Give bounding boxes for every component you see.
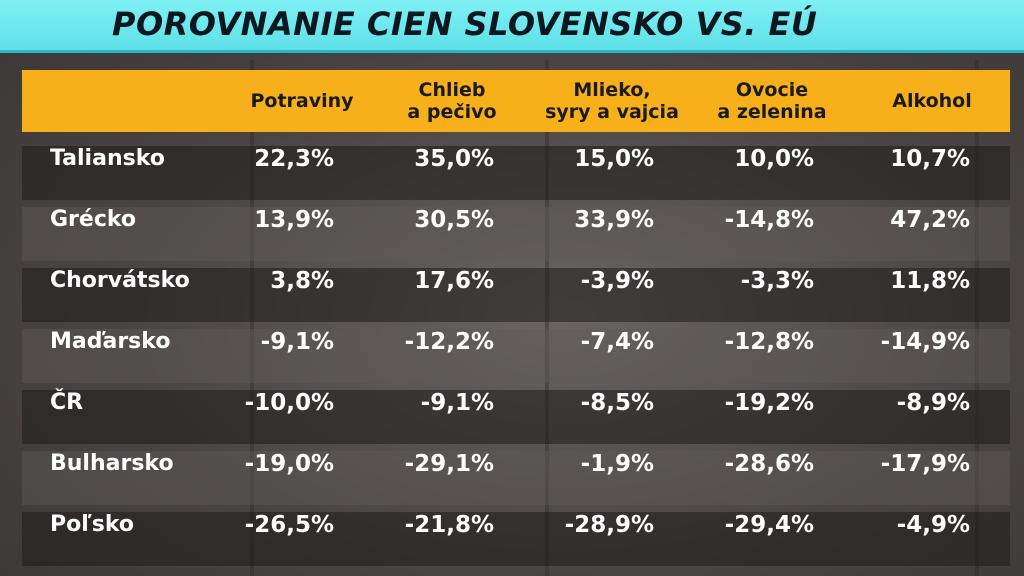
table-cell-value: -10,0%	[244, 390, 334, 416]
column-header-chlieb: Chlieb a pečivo	[392, 70, 512, 132]
row-country-label: Poľsko	[50, 512, 135, 537]
row-country-label: Chorvátsko	[50, 268, 190, 293]
row-country-label: Bulharsko	[50, 451, 174, 476]
chart-title: POROVNANIE CIEN SLOVENSKO VS. EÚ	[112, 5, 818, 43]
column-header-line: syry a vajcia	[545, 101, 679, 123]
row-country-label: Grécko	[50, 207, 137, 232]
table-cell-value: -14,8%	[724, 207, 814, 233]
table-cell-value: -7,4%	[580, 329, 654, 355]
table-cell-value: 33,9%	[574, 207, 654, 233]
table-cell-value: 22,3%	[254, 146, 334, 172]
table-cell-value: -3,3%	[740, 268, 814, 294]
column-header-alkohol: Alkohol	[872, 70, 992, 132]
column-header-line: Alkohol	[892, 90, 972, 112]
table-row: Maďarsko -9,1% -12,2% -7,4% -12,8% -14,9%	[22, 329, 1010, 383]
table-cell-value: -14,9%	[880, 329, 970, 355]
column-header-potraviny: Potraviny	[237, 70, 367, 132]
table-cell-value: -29,4%	[724, 512, 814, 538]
table-cell-value: -26,5%	[244, 512, 334, 538]
table-cell-value: -8,5%	[580, 390, 654, 416]
column-header-line: Potraviny	[250, 90, 354, 112]
column-header-line: Mlieko,	[573, 79, 651, 101]
table-header: Potraviny Chlieb a pečivo Mlieko, syry a…	[22, 70, 1010, 132]
table-cell-value: -29,1%	[404, 451, 494, 477]
table-cell-value: 11,8%	[890, 268, 970, 294]
column-header-line: Ovocie	[735, 79, 809, 101]
table-cell-value: 30,5%	[414, 207, 494, 233]
table-cell-value: -19,2%	[724, 390, 814, 416]
table-row: Grécko 13,9% 30,5% 33,9% -14,8% 47,2%	[22, 207, 1010, 261]
column-header-ovocie: Ovocie a zelenina	[702, 70, 842, 132]
column-header-mlieko: Mlieko, syry a vajcia	[532, 70, 692, 132]
column-header-line: a pečivo	[407, 101, 497, 123]
table-cell-value: -28,9%	[564, 512, 654, 538]
table-cell-value: 15,0%	[574, 146, 654, 172]
table-cell-value: -9,1%	[260, 329, 334, 355]
row-country-label: Taliansko	[50, 146, 165, 171]
table-cell-value: -3,9%	[580, 268, 654, 294]
column-header-line: a zelenina	[717, 101, 827, 123]
table-cell-value: -28,6%	[724, 451, 814, 477]
table-cell-value: -12,8%	[724, 329, 814, 355]
table-cell-value: 13,9%	[254, 207, 334, 233]
table-row: Taliansko 22,3% 35,0% 15,0% 10,0% 10,7%	[22, 146, 1010, 200]
table-cell-value: 17,6%	[414, 268, 494, 294]
table-cell-value: -21,8%	[404, 512, 494, 538]
table-cell-value: 35,0%	[414, 146, 494, 172]
table-row: Chorvátsko 3,8% 17,6% -3,9% -3,3% 11,8%	[22, 268, 1010, 322]
table-cell-value: 10,7%	[890, 146, 970, 172]
table-cell-value: -17,9%	[880, 451, 970, 477]
table-cell-value: -9,1%	[420, 390, 494, 416]
column-header-line: Chlieb	[418, 79, 486, 101]
table-cell-value: -1,9%	[580, 451, 654, 477]
table-cell-value: -4,9%	[896, 512, 970, 538]
table-cell-value: 47,2%	[890, 207, 970, 233]
row-country-label: ČR	[50, 390, 84, 415]
row-country-label: Maďarsko	[50, 329, 171, 354]
table-cell-value: -12,2%	[404, 329, 494, 355]
table-row: ČR -10,0% -9,1% -8,5% -19,2% -8,9%	[22, 390, 1010, 444]
table-cell-value: 10,0%	[734, 146, 814, 172]
table-cell-value: 3,8%	[270, 268, 334, 294]
table-cell-value: -8,9%	[896, 390, 970, 416]
table-cell-value: -19,0%	[244, 451, 334, 477]
table-row: Poľsko -26,5% -21,8% -28,9% -29,4% -4,9%	[22, 512, 1010, 566]
table-row: Bulharsko -19,0% -29,1% -1,9% -28,6% -17,9%	[22, 451, 1010, 505]
title-bar: POROVNANIE CIEN SLOVENSKO VS. EÚ	[0, 0, 1024, 53]
